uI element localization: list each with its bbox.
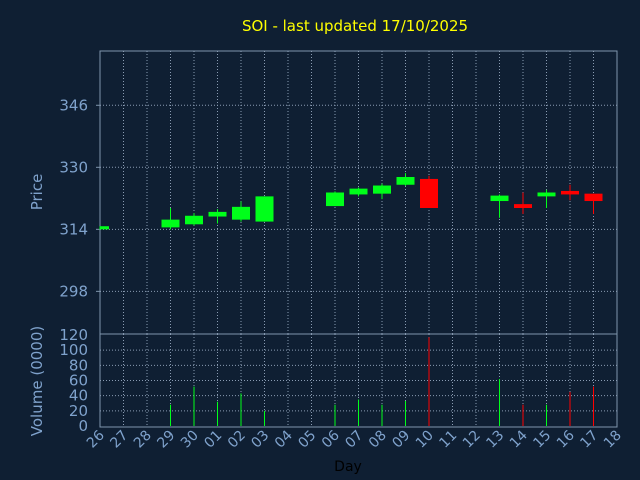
volume-bars [170, 337, 594, 426]
x-tick-label: 06 [319, 427, 343, 451]
x-tick-label: 11 [436, 428, 460, 452]
candle-15 [537, 189, 556, 209]
price-y-tick-label: 314 [59, 220, 88, 238]
candle-09 [396, 173, 415, 186]
x-tick-label: 01 [201, 428, 225, 452]
x-tick-label: 08 [366, 428, 390, 452]
x-tick-label: 27 [107, 428, 131, 452]
price-y-tick-label: 330 [59, 158, 88, 176]
x-tick-label: 15 [530, 428, 554, 452]
chart-title: SOI - last updated 17/10/2025 [242, 17, 468, 35]
candle-body [100, 226, 109, 230]
candle-29 [161, 208, 180, 230]
volume-y-tick-label: 100 [59, 341, 88, 359]
x-tick-label: 07 [342, 428, 366, 452]
x-tick-label: 17 [577, 428, 601, 452]
candle-10 [420, 175, 438, 209]
price-y-tick-label: 298 [59, 282, 88, 300]
candle-body [349, 188, 368, 195]
candle-body [185, 215, 203, 225]
x-tick-label: 12 [460, 428, 484, 452]
candle-13 [490, 194, 509, 218]
price-axis-label: Price [28, 174, 46, 211]
volume-y-tick-label: 80 [69, 356, 88, 374]
price-y-tick-label: 346 [59, 96, 88, 114]
candle-07 [349, 187, 368, 197]
x-tick-label: 03 [248, 428, 272, 452]
x-axis-label: Day [334, 459, 362, 475]
x-tick-label: 28 [131, 428, 155, 452]
x-tick-label: 13 [483, 428, 507, 452]
x-tick-label: 10 [413, 428, 437, 452]
candle-08 [373, 183, 391, 200]
candle-26 [99, 226, 109, 230]
x-tick-label: 14 [507, 427, 531, 451]
x-tick-label: 09 [389, 428, 413, 452]
candle-body [208, 211, 227, 217]
candle-16 [561, 184, 579, 201]
candle-body [255, 196, 274, 222]
candle-30 [185, 213, 203, 226]
volume-y-tick-label: 0 [78, 417, 88, 435]
candle-body [420, 178, 438, 209]
volume-y-tick-label: 60 [69, 372, 88, 390]
price-y-ticks: 298 314 330 346 [59, 96, 100, 300]
x-tick-label: 29 [154, 428, 178, 452]
x-tick-label: 30 [178, 428, 202, 452]
x-tick-label: 18 [601, 428, 625, 452]
candle-body [232, 206, 250, 220]
x-axis-tick-labels: 26 27 28 29 30 01 02 03 04 05 06 07 08 09 10 11 12 13 14 15… [84, 427, 625, 451]
candle-03 [255, 196, 274, 222]
candle-body [161, 219, 180, 228]
candle-02 [232, 201, 250, 222]
volume-y-tick-label: 120 [59, 326, 88, 344]
x-tick-label: 05 [295, 428, 319, 452]
candle-body [326, 192, 344, 207]
x-tick-label: 04 [272, 427, 296, 451]
candle-body [396, 176, 415, 185]
candle-body [584, 193, 603, 202]
candle-body [561, 190, 579, 195]
volume-axis-label: Volume (0000) [28, 326, 46, 436]
volume-y-tick-label: 40 [69, 387, 88, 405]
candle-body [373, 185, 391, 194]
x-tick-label: 02 [225, 428, 249, 452]
candlesticks [99, 173, 603, 230]
candle-body [537, 192, 556, 197]
candle-06 [326, 191, 344, 207]
volume-y-tick-label: 20 [69, 402, 88, 420]
candle-body [490, 195, 509, 202]
candle-14 [514, 192, 532, 214]
candle-body [514, 204, 532, 209]
candle-17 [584, 193, 603, 214]
x-tick-label: 16 [554, 427, 578, 451]
candle-01 [208, 209, 227, 224]
